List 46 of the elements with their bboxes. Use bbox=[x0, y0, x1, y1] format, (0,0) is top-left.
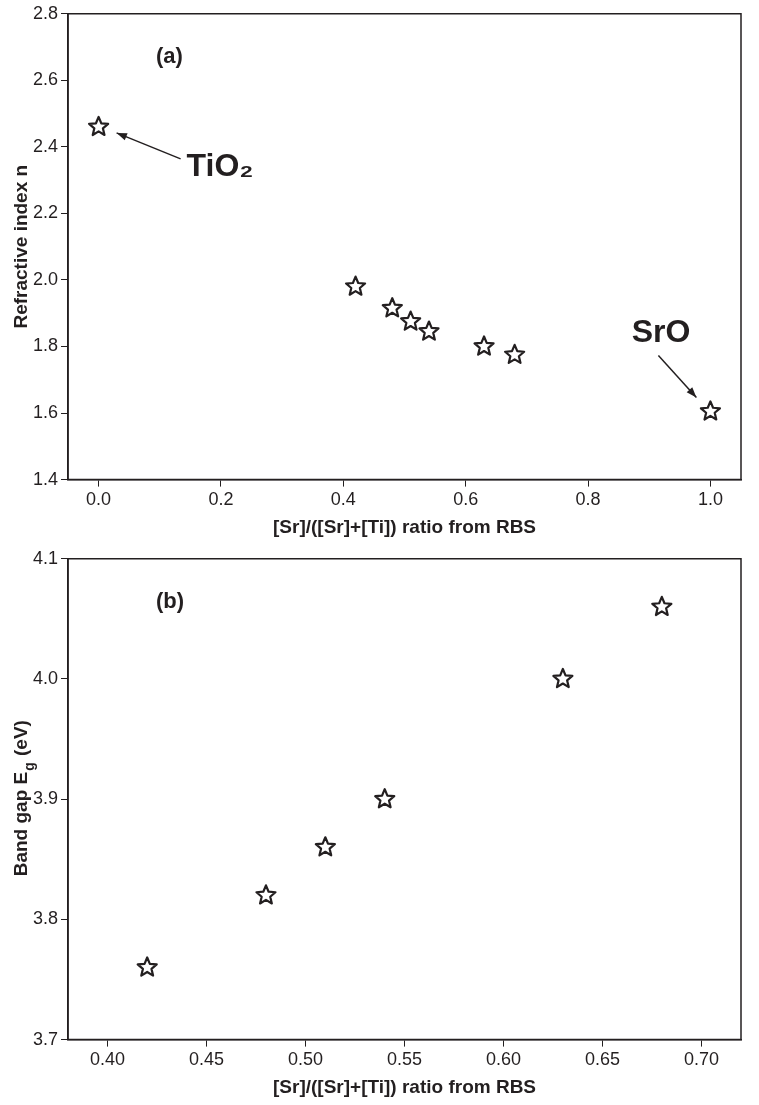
point bbox=[381, 297, 403, 318]
point bbox=[473, 335, 495, 356]
y-tick-label: 4.0 bbox=[32, 667, 59, 688]
y-tick-label: 2.8 bbox=[32, 2, 59, 23]
y-tick-label: 3.7 bbox=[32, 1028, 59, 1049]
y-tick-label: 1.4 bbox=[32, 468, 59, 489]
y-tick-label: 1.8 bbox=[32, 335, 59, 356]
point bbox=[344, 275, 367, 296]
point bbox=[400, 310, 422, 331]
point bbox=[136, 956, 158, 977]
y-tick-label: 4.1 bbox=[32, 547, 59, 568]
point bbox=[88, 115, 110, 137]
x-tick-label: 0.40 bbox=[90, 1049, 126, 1070]
x-tick-label: 0.2 bbox=[208, 489, 234, 510]
x-tick-label: 0.70 bbox=[683, 1049, 719, 1070]
x-tick-label: 0.65 bbox=[584, 1049, 620, 1070]
point bbox=[314, 836, 336, 857]
y-tick-label: 3.8 bbox=[32, 908, 59, 929]
annotation: TiO₂ bbox=[186, 146, 254, 183]
x-tick-label: 0.45 bbox=[189, 1049, 225, 1070]
x-tick-label: 0.50 bbox=[288, 1049, 324, 1070]
y-tick-label: 2.0 bbox=[32, 268, 59, 289]
point bbox=[552, 667, 574, 689]
point bbox=[374, 788, 396, 809]
y-tick-label: 2.2 bbox=[32, 202, 59, 223]
annotation: (b) bbox=[156, 587, 185, 613]
x-axis-title: [Sr]/([Sr]+[Ti]) ratio from RBS bbox=[273, 515, 537, 537]
point bbox=[651, 595, 673, 617]
x-tick-label: 1.0 bbox=[697, 489, 723, 510]
x-tick-label: 0.8 bbox=[575, 489, 601, 510]
point bbox=[418, 320, 440, 341]
x-tick-label: 0.6 bbox=[453, 489, 479, 510]
x-tick-label: 0.60 bbox=[485, 1049, 521, 1070]
x-tick-label: 0.55 bbox=[386, 1049, 423, 1070]
annotation: (a) bbox=[156, 42, 183, 68]
point bbox=[504, 343, 526, 365]
x-tick-label: 0.0 bbox=[86, 489, 112, 510]
y-tick-label: 2.6 bbox=[32, 69, 59, 90]
y-axis-title: Refractive index n bbox=[10, 164, 32, 329]
y-tick-label: 1.6 bbox=[32, 402, 59, 423]
x-axis-title: [Sr]/([Sr]+[Ti]) ratio from RBS bbox=[273, 1075, 537, 1097]
y-tick-label: 2.4 bbox=[32, 135, 59, 156]
point bbox=[699, 400, 722, 421]
point bbox=[255, 884, 277, 905]
x-tick-label: 0.4 bbox=[330, 489, 356, 510]
annotation: SrO bbox=[631, 313, 691, 350]
